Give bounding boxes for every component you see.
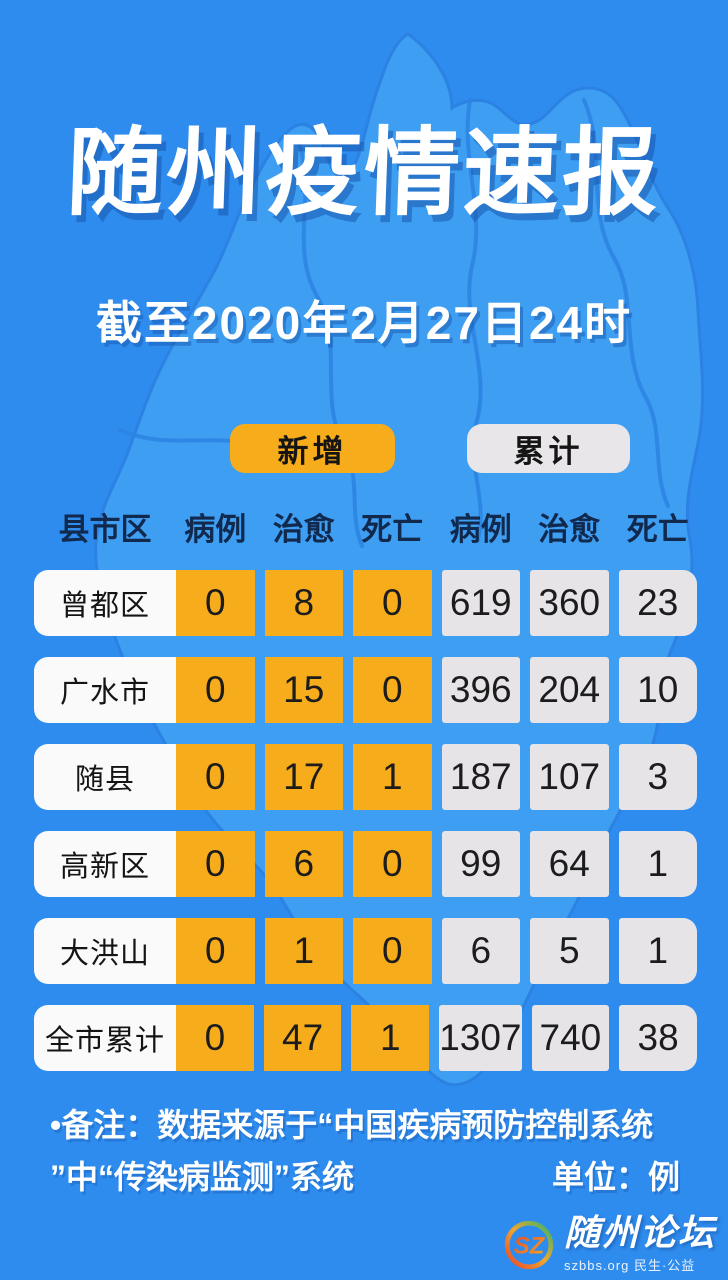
page-title: 随州疫情速报 xyxy=(65,120,663,227)
footnote: •备注：数据来源于“中国疾病预防控制系统 ”中“传染病监测”系统 单位：例 xyxy=(50,1102,680,1201)
new-cured-value: 17 xyxy=(264,744,343,810)
column-header-cum-cured: 治愈 xyxy=(538,511,601,547)
district-name: 随县 xyxy=(34,744,176,810)
forum-tagline: szbbs.org 民生·公益 xyxy=(563,1258,696,1273)
new-cases-value: 0 xyxy=(176,657,255,723)
new-cured-value: 47 xyxy=(263,1005,342,1071)
forum-logo-monogram: SZ xyxy=(514,1232,546,1259)
new-cured-value: 15 xyxy=(264,657,343,723)
new-deaths-value: 0 xyxy=(353,570,432,636)
table-row: 广水市 0 15 0 396 204 10 xyxy=(34,657,697,723)
cum-cured-value: 360 xyxy=(530,570,609,636)
map-border-line xyxy=(465,98,483,542)
cum-deaths-value: 38 xyxy=(619,1005,697,1071)
cum-deaths-value: 3 xyxy=(618,744,697,810)
new-cases-value: 0 xyxy=(176,1005,254,1071)
column-header-new-deaths: 死亡 xyxy=(361,511,424,547)
column-header-new-cured: 治愈 xyxy=(272,511,335,547)
map-border-line xyxy=(582,98,670,508)
legend-badge-cumulative: 累计 xyxy=(467,424,630,473)
new-cases-value: 0 xyxy=(176,918,255,984)
report-date: 截至2020年2月27日24时 xyxy=(95,297,633,349)
epidemic-table: 县市区 病例 治愈 死亡 病例 治愈 死亡 曾都区 0 8 0 619 360 … xyxy=(34,505,697,1092)
new-deaths-value: 0 xyxy=(353,831,432,897)
cum-cured-value: 204 xyxy=(530,657,609,723)
cum-deaths-value: 1 xyxy=(618,918,697,984)
cum-cured-value: 107 xyxy=(530,744,609,810)
cum-cured-value: 64 xyxy=(530,831,609,897)
column-header-district: 县市区 xyxy=(58,511,152,547)
table-row-total: 全市累计 0 47 1 1307 740 38 xyxy=(34,1005,697,1071)
forum-logo-icon: SZ xyxy=(504,1220,554,1269)
new-deaths-value: 1 xyxy=(351,1005,430,1071)
cum-cases-value: 619 xyxy=(441,570,520,636)
new-cases-value: 0 xyxy=(176,744,255,810)
table-row: 随县 0 17 1 187 107 3 xyxy=(34,744,697,810)
forum-brand: SZ 随州论坛 szbbs.org 民生·公益 xyxy=(503,1215,716,1274)
data-source-note-line2: ”中“传染病监测”系统 xyxy=(50,1159,355,1196)
new-cases-value: 0 xyxy=(176,570,255,636)
cum-cases-value: 1307 xyxy=(439,1005,522,1071)
district-name-total: 全市累计 xyxy=(34,1005,176,1071)
new-cured-value: 8 xyxy=(264,570,343,636)
new-deaths-value: 0 xyxy=(353,918,432,984)
data-source-note-line1: •备注：数据来源于“中国疾病预防控制系统 xyxy=(50,1107,654,1143)
table-row: 曾都区 0 8 0 619 360 23 xyxy=(34,570,697,636)
column-header-cum-deaths: 死亡 xyxy=(626,511,689,547)
new-cured-value: 1 xyxy=(264,918,343,984)
cum-deaths-value: 1 xyxy=(618,831,697,897)
cum-deaths-value: 23 xyxy=(618,570,697,636)
map-border-line xyxy=(296,138,364,548)
legend-badge-new: 新增 xyxy=(230,424,395,473)
forum-name: 随州论坛 xyxy=(563,1212,716,1253)
cum-deaths-value: 10 xyxy=(618,657,697,723)
cum-cases-value: 396 xyxy=(441,657,520,723)
new-cured-value: 6 xyxy=(264,831,343,897)
district-name: 曾都区 xyxy=(34,570,176,636)
table-header-row: 县市区 病例 治愈 死亡 病例 治愈 死亡 xyxy=(34,505,697,547)
column-header-new-cases: 病例 xyxy=(184,511,247,547)
cum-cases-value: 6 xyxy=(441,918,520,984)
cum-cured-value: 740 xyxy=(531,1005,610,1071)
cum-cases-value: 187 xyxy=(441,744,520,810)
table-row: 高新区 0 6 0 99 64 1 xyxy=(34,831,697,897)
unit-label: 单位：例 xyxy=(551,1159,680,1196)
district-name: 高新区 xyxy=(34,831,176,897)
district-name: 大洪山 xyxy=(34,918,176,984)
cum-cases-value: 99 xyxy=(441,831,520,897)
new-cases-value: 0 xyxy=(176,831,255,897)
new-deaths-value: 1 xyxy=(353,744,432,810)
cum-cured-value: 5 xyxy=(530,918,609,984)
table-row: 大洪山 0 1 0 6 5 1 xyxy=(34,918,697,984)
district-name: 广水市 xyxy=(34,657,176,723)
column-header-cum-cases: 病例 xyxy=(449,511,512,547)
new-deaths-value: 0 xyxy=(353,657,432,723)
